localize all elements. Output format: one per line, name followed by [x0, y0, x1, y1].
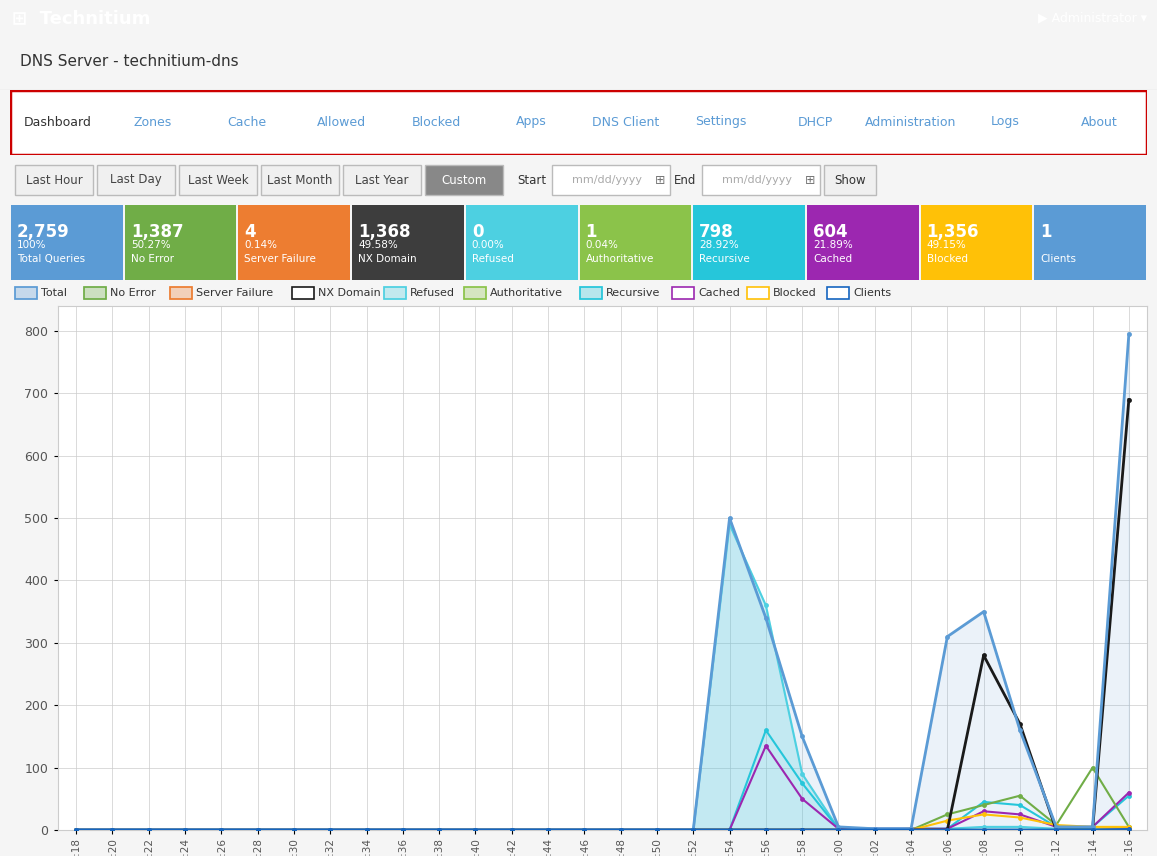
FancyBboxPatch shape: [125, 205, 236, 280]
Text: Cache: Cache: [227, 116, 266, 128]
Text: Settings: Settings: [695, 116, 746, 128]
Text: 4: 4: [244, 223, 256, 241]
Text: 28.92%: 28.92%: [699, 240, 739, 250]
FancyBboxPatch shape: [384, 287, 406, 299]
Text: Zones: Zones: [133, 116, 171, 128]
Text: Logs: Logs: [990, 116, 1019, 128]
Text: Authoritative: Authoritative: [585, 254, 654, 264]
Text: Blocked: Blocked: [927, 254, 967, 264]
Text: Blocked: Blocked: [773, 288, 817, 298]
Text: End: End: [675, 174, 697, 187]
Text: 100%: 100%: [17, 240, 46, 250]
FancyBboxPatch shape: [12, 205, 123, 280]
Text: 0: 0: [472, 223, 484, 241]
Text: Cached: Cached: [813, 254, 852, 264]
Text: Total: Total: [40, 288, 67, 298]
FancyBboxPatch shape: [352, 205, 464, 280]
FancyBboxPatch shape: [292, 287, 314, 299]
Text: 49.58%: 49.58%: [359, 240, 398, 250]
Text: Recursive: Recursive: [606, 288, 661, 298]
Text: 0.00%: 0.00%: [472, 240, 504, 250]
FancyBboxPatch shape: [170, 287, 192, 299]
Text: Last Day: Last Day: [110, 174, 162, 187]
Text: About: About: [1082, 116, 1118, 128]
Text: Recursive: Recursive: [699, 254, 750, 264]
Text: No Error: No Error: [131, 254, 174, 264]
FancyBboxPatch shape: [10, 90, 1147, 155]
Text: 1: 1: [585, 223, 597, 241]
FancyBboxPatch shape: [552, 165, 670, 195]
Text: Last Week: Last Week: [187, 174, 249, 187]
FancyBboxPatch shape: [425, 165, 503, 195]
FancyBboxPatch shape: [15, 165, 93, 195]
FancyBboxPatch shape: [238, 205, 351, 280]
FancyBboxPatch shape: [746, 287, 768, 299]
FancyBboxPatch shape: [15, 287, 37, 299]
Text: 2,759: 2,759: [17, 223, 69, 241]
Text: DNS Client: DNS Client: [592, 116, 659, 128]
FancyBboxPatch shape: [84, 287, 106, 299]
Text: Authoritative: Authoritative: [491, 288, 563, 298]
FancyBboxPatch shape: [179, 165, 257, 195]
Text: Refused: Refused: [472, 254, 514, 264]
Text: Clients: Clients: [854, 288, 892, 298]
Text: Last Year: Last Year: [355, 174, 408, 187]
FancyBboxPatch shape: [827, 287, 849, 299]
Text: Server Failure: Server Failure: [197, 288, 273, 298]
Text: 50.27%: 50.27%: [131, 240, 170, 250]
Text: Last Month: Last Month: [267, 174, 333, 187]
Text: Server Failure: Server Failure: [244, 254, 316, 264]
Text: ⊞: ⊞: [655, 174, 665, 187]
Text: Total Queries: Total Queries: [17, 254, 86, 264]
Text: No Error: No Error: [110, 288, 156, 298]
Text: 0.04%: 0.04%: [585, 240, 618, 250]
FancyBboxPatch shape: [580, 205, 691, 280]
Text: Refused: Refused: [410, 288, 455, 298]
Text: Cached: Cached: [698, 288, 739, 298]
FancyBboxPatch shape: [464, 287, 486, 299]
FancyBboxPatch shape: [702, 165, 820, 195]
Text: 604: 604: [813, 223, 848, 241]
Text: NX Domain: NX Domain: [318, 288, 381, 298]
Text: ⊞: ⊞: [805, 174, 816, 187]
Text: ⊞  Technitium: ⊞ Technitium: [12, 9, 150, 27]
Text: Last Hour: Last Hour: [25, 174, 82, 187]
Text: Administration: Administration: [864, 116, 956, 128]
FancyBboxPatch shape: [672, 287, 694, 299]
FancyBboxPatch shape: [466, 205, 577, 280]
Text: 1,368: 1,368: [359, 223, 411, 241]
Text: mm/dd/yyyy: mm/dd/yyyy: [722, 175, 793, 185]
Text: 21.89%: 21.89%: [813, 240, 853, 250]
Text: 1,387: 1,387: [131, 223, 183, 241]
Text: ▶ Administrator ▾: ▶ Administrator ▾: [1038, 11, 1147, 25]
Text: 1,356: 1,356: [927, 223, 979, 241]
FancyBboxPatch shape: [693, 205, 805, 280]
Text: Dashboard: Dashboard: [23, 116, 91, 128]
Text: 0.14%: 0.14%: [244, 240, 278, 250]
Text: DNS Server - technitium-dns: DNS Server - technitium-dns: [20, 55, 238, 69]
Text: Show: Show: [834, 174, 865, 187]
Text: DHCP: DHCP: [797, 116, 833, 128]
Text: Start: Start: [517, 174, 546, 187]
Text: Blocked: Blocked: [412, 116, 460, 128]
FancyBboxPatch shape: [806, 205, 919, 280]
FancyBboxPatch shape: [261, 165, 339, 195]
Text: mm/dd/yyyy: mm/dd/yyyy: [572, 175, 642, 185]
Text: 49.15%: 49.15%: [927, 240, 966, 250]
FancyBboxPatch shape: [580, 287, 602, 299]
Text: 1: 1: [1040, 223, 1052, 241]
Text: Clients: Clients: [1040, 254, 1076, 264]
Text: Apps: Apps: [516, 116, 546, 128]
FancyBboxPatch shape: [824, 165, 876, 195]
FancyBboxPatch shape: [342, 165, 421, 195]
FancyBboxPatch shape: [1034, 205, 1145, 280]
FancyBboxPatch shape: [97, 165, 175, 195]
Text: 798: 798: [699, 223, 734, 241]
Text: NX Domain: NX Domain: [359, 254, 417, 264]
Text: Custom: Custom: [441, 174, 487, 187]
FancyBboxPatch shape: [921, 205, 1032, 280]
Text: Allowed: Allowed: [317, 116, 366, 128]
